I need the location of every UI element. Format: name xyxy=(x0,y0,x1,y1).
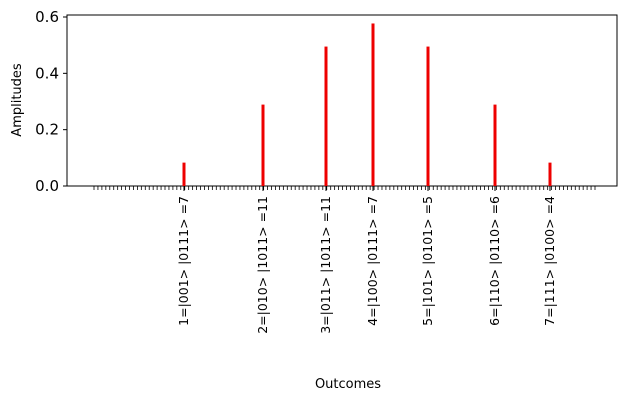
y-tick-label: 0.6 xyxy=(35,8,59,26)
y-axis-label: Amplitudes xyxy=(10,63,25,137)
x-tick-labels: 1=|001> |0111> =7 2=|010> |1011> =11 3=|01… xyxy=(176,186,557,334)
bar xyxy=(261,104,265,186)
x-axis-label: Outcomes xyxy=(315,377,381,392)
y-tick-label: 0.0 xyxy=(35,177,59,195)
y-tick-label: 0.2 xyxy=(35,121,59,139)
y-tick-label: 0.4 xyxy=(35,64,59,82)
x-tick-label: 3=|011> |1011> =11 xyxy=(318,196,333,334)
bar xyxy=(426,46,430,187)
x-tick-label: 4=|100> |0111> =7 xyxy=(365,196,380,326)
x-tick-label: 7=|111> |0100> =4 xyxy=(542,196,557,326)
bar xyxy=(182,162,186,186)
bar xyxy=(324,46,328,187)
bar xyxy=(493,104,497,186)
x-tick-label: 1=|001> |0111> =7 xyxy=(176,196,191,326)
x-minor-ticks xyxy=(93,186,596,190)
x-tick-label: 6=|110> |0110> =6 xyxy=(487,196,502,326)
bar xyxy=(548,162,552,186)
bar xyxy=(371,23,375,186)
plot-frame xyxy=(66,14,618,187)
x-tick-label: 2=|010> |1011> =11 xyxy=(255,196,270,334)
bars xyxy=(182,23,552,187)
y-axis-ticks: 0.0 0.2 0.4 0.6 xyxy=(35,8,67,195)
x-tick-label: 5=|101> |0101> =5 xyxy=(420,196,435,326)
